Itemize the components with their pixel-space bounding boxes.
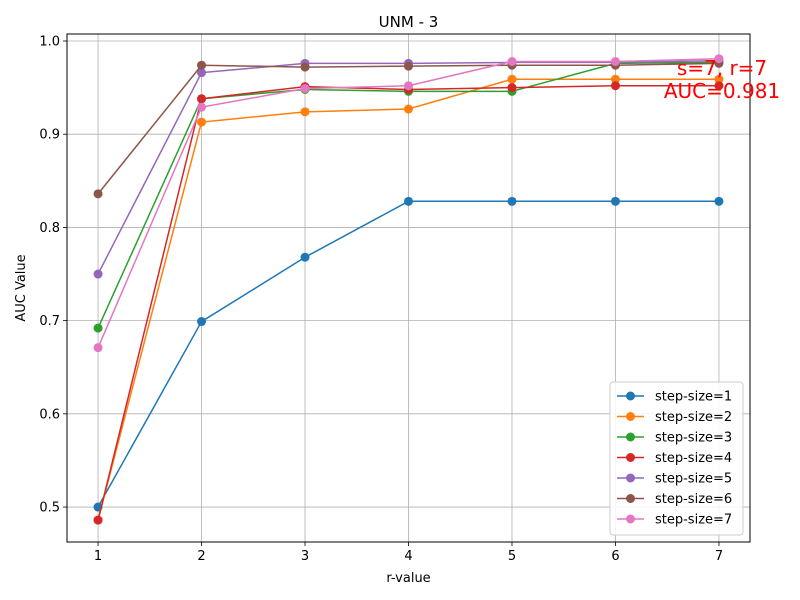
data-point <box>507 56 517 66</box>
data-point <box>507 83 517 93</box>
legend-entry: step-size=1 <box>617 390 732 405</box>
y-tick-label: 0.7 <box>39 314 60 329</box>
data-point <box>197 60 207 70</box>
data-point <box>610 56 620 66</box>
legend-items: step-size=1 step-size=2 step-size=3 step-si… <box>617 390 732 528</box>
data-point <box>93 343 103 353</box>
x-axis-ticks: 1 2 3 4 5 6 7 <box>94 542 723 564</box>
legend-label: step-size=2 <box>655 410 732 425</box>
data-point <box>404 104 413 114</box>
data-point <box>404 81 413 91</box>
legend-marker <box>626 473 635 483</box>
legend-label: step-size=4 <box>655 451 732 466</box>
data-point <box>93 515 103 525</box>
data-point <box>404 196 413 206</box>
data-point <box>197 94 207 104</box>
chart-title: UNM - 3 <box>379 13 439 31</box>
y-tick-label: 0.6 <box>39 407 60 422</box>
legend-label: step-size=3 <box>655 431 732 446</box>
data-point <box>714 196 724 206</box>
y-axis-ticks: 0.5 0.6 0.7 0.8 0.9 1.0 <box>39 34 67 516</box>
data-point <box>714 54 724 64</box>
series-7 <box>93 54 724 353</box>
legend-entry: step-size=4 <box>617 451 732 466</box>
data-point <box>93 323 103 333</box>
x-tick-label: 2 <box>197 549 205 564</box>
legend-marker <box>626 453 635 462</box>
best-annotation: s=7, r=7 AUC=0.981 <box>664 56 780 103</box>
data-point <box>93 269 103 279</box>
x-axis-label: r-value <box>386 571 430 586</box>
data-point <box>93 189 103 199</box>
data-point <box>300 62 310 72</box>
annotation-line-1: s=7, r=7 <box>677 56 767 80</box>
data-point <box>610 74 620 84</box>
data-point <box>300 107 310 117</box>
y-tick-label: 0.8 <box>39 221 60 236</box>
legend-entry: step-size=5 <box>617 472 732 487</box>
legend-marker <box>626 412 635 421</box>
annotation-line-2: AUC=0.981 <box>664 79 780 103</box>
data-point <box>507 196 517 206</box>
data-point <box>300 252 310 262</box>
x-tick-label: 5 <box>508 549 516 564</box>
data-point <box>714 74 724 84</box>
data-point <box>507 74 517 84</box>
y-tick-label: 1.0 <box>39 34 60 49</box>
y-tick-label: 0.9 <box>39 128 60 143</box>
data-point <box>197 102 207 112</box>
x-tick-label: 3 <box>301 549 309 564</box>
data-point <box>610 196 620 206</box>
legend-label: step-size=1 <box>655 390 732 405</box>
legend-marker <box>626 514 635 524</box>
data-point <box>197 317 207 327</box>
legend-label: step-size=7 <box>655 513 732 528</box>
legend-marker <box>626 391 635 401</box>
series-layer <box>93 54 724 525</box>
data-point <box>197 68 207 78</box>
data-point <box>197 117 207 127</box>
y-tick-label: 0.5 <box>39 501 60 516</box>
legend-entry: step-size=7 <box>617 513 732 528</box>
legend-entry: step-size=6 <box>617 492 732 507</box>
legend-entry: step-size=3 <box>617 431 732 446</box>
legend-label: step-size=5 <box>655 472 732 487</box>
legend-entry: step-size=2 <box>617 410 732 425</box>
y-axis-label: AUC Value <box>14 254 29 321</box>
data-point <box>714 81 724 91</box>
x-tick-label: 4 <box>404 549 412 564</box>
legend-marker <box>626 494 635 503</box>
data-point <box>610 81 620 91</box>
legend-label: step-size=6 <box>655 492 732 507</box>
data-point <box>300 84 310 94</box>
legend: step-size=1 step-size=2 step-size=3 step-si… <box>609 381 744 536</box>
x-tick-label: 6 <box>611 549 619 564</box>
x-tick-label: 1 <box>94 549 102 564</box>
legend-marker <box>626 432 635 442</box>
series-1 <box>93 196 724 512</box>
x-tick-label: 7 <box>715 549 723 564</box>
legend-box <box>609 381 744 536</box>
data-point <box>404 61 413 71</box>
